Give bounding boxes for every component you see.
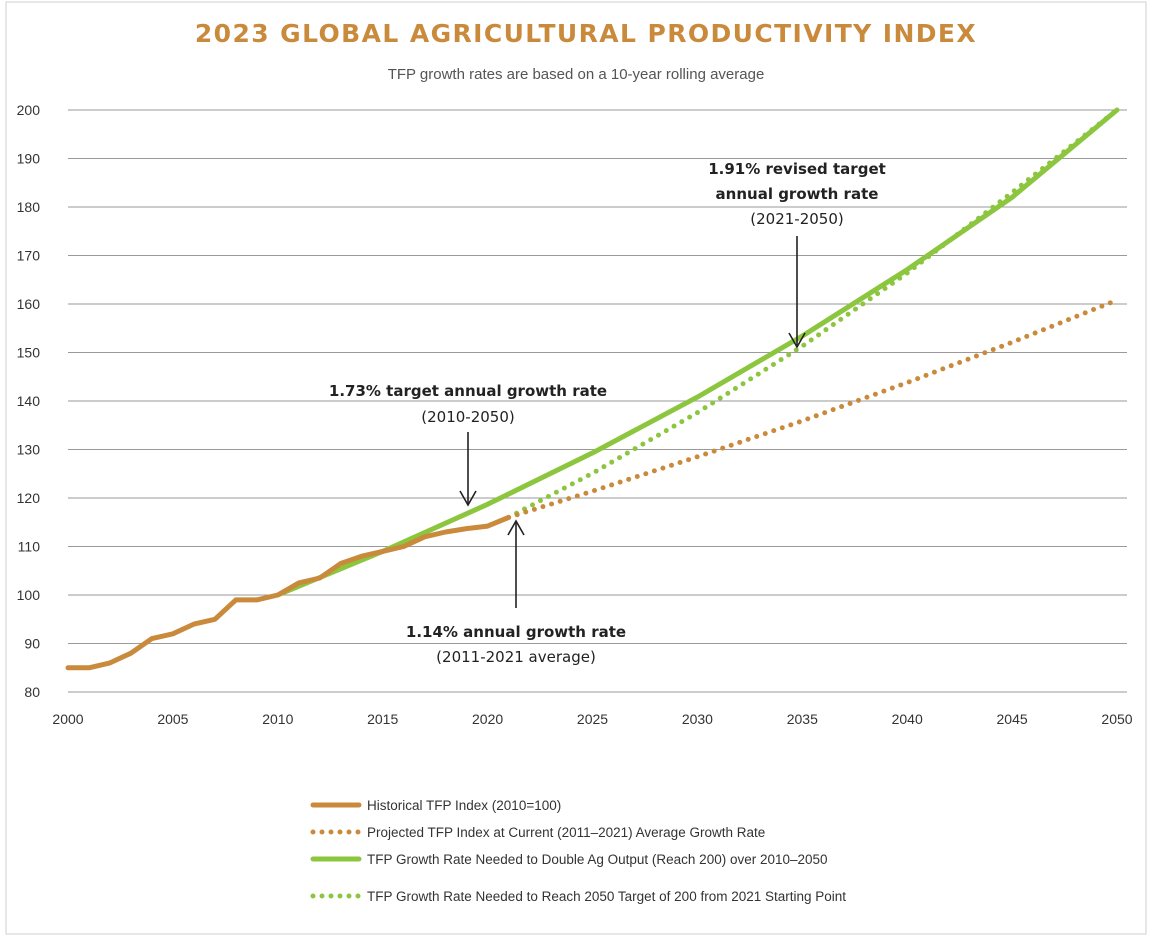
x-tick-label-2000: 2000 [52, 711, 83, 727]
legend-label-double-output: TFP Growth Rate Needed to Double Ag Outp… [367, 852, 828, 867]
arrowhead-icon [788, 332, 806, 349]
x-tick-label-2010: 2010 [262, 711, 293, 727]
annotation-revised-target-line1: 1.91% revised target [708, 160, 886, 178]
legend: Historical TFP Index (2010=100) Projecte… [310, 798, 846, 904]
y-tick-label-200: 200 [17, 102, 41, 118]
y-tick-label-130: 130 [17, 442, 41, 458]
annotation-target-2010-line1: 1.73% target annual growth rate [329, 382, 607, 400]
series-line-0 [65, 514, 512, 671]
annotation-revised-target-line2: annual growth rate [716, 185, 879, 203]
y-tick-label-80: 80 [24, 684, 40, 700]
y-tick-label-90: 90 [24, 636, 40, 652]
chart-frame [5, 1, 1147, 935]
x-tick-labels: 2000 2005 2010 2015 2020 2025 2030 2035 2040 2045… [52, 711, 1132, 727]
grid-lines [68, 109, 1127, 693]
series-lines [65, 107, 1120, 671]
arrowhead-icon [459, 490, 477, 507]
annotation-target-2010: 1.73% target annual growth rate (2010-20… [329, 382, 607, 507]
x-tick-label-2005: 2005 [157, 711, 188, 727]
x-tick-label-2050: 2050 [1101, 711, 1132, 727]
legend-label-revised-target: TFP Growth Rate Needed to Reach 2050 Tar… [367, 889, 846, 904]
x-tick-label-2020: 2020 [472, 711, 503, 727]
annotation-current-growth: 1.14% annual growth rate (2011-2021 aver… [406, 519, 626, 666]
series-line-3 [506, 107, 1120, 520]
annotation-target-2010-line2: (2010-2050) [421, 408, 514, 426]
x-tick-label-2030: 2030 [682, 711, 713, 727]
annotation-current-growth-line2: (2011-2021 average) [436, 648, 596, 666]
y-tick-label-170: 170 [17, 248, 41, 264]
series-line-1 [506, 297, 1120, 520]
y-tick-label-110: 110 [18, 539, 41, 555]
arrowhead-icon [507, 519, 525, 536]
x-tick-label-2045: 2045 [997, 711, 1028, 727]
legend-label-projected: Projected TFP Index at Current (2011–202… [367, 825, 765, 840]
x-tick-label-2040: 2040 [892, 711, 923, 727]
annotation-revised-target: 1.91% revised target annual growth rate … [708, 160, 886, 349]
x-tick-label-2035: 2035 [787, 711, 818, 727]
legend-label-historical: Historical TFP Index (2010=100) [367, 798, 561, 813]
chart-title: 2023 GLOBAL AGRICULTURAL PRODUCTIVITY IN… [195, 19, 977, 48]
y-tick-label-140: 140 [17, 393, 41, 409]
x-tick-label-2015: 2015 [367, 711, 398, 727]
y-tick-label-160: 160 [17, 296, 41, 312]
annotation-revised-target-line3: (2021-2050) [750, 210, 843, 228]
y-tick-label-180: 180 [17, 199, 41, 215]
x-tick-label-2025: 2025 [577, 711, 608, 727]
chart-subtitle: TFP growth rates are based on a 10-year … [388, 66, 765, 83]
y-tick-label-100: 100 [17, 587, 41, 603]
y-tick-label-150: 150 [17, 345, 41, 361]
y-tick-labels: 80 90 100 110 120 130 140 150 160 170 180 190 200 [17, 102, 41, 700]
series-line-2 [275, 107, 1120, 598]
annotation-current-growth-line1: 1.14% annual growth rate [406, 623, 626, 641]
y-tick-label-120: 120 [17, 490, 41, 506]
y-tick-label-190: 190 [17, 151, 41, 167]
